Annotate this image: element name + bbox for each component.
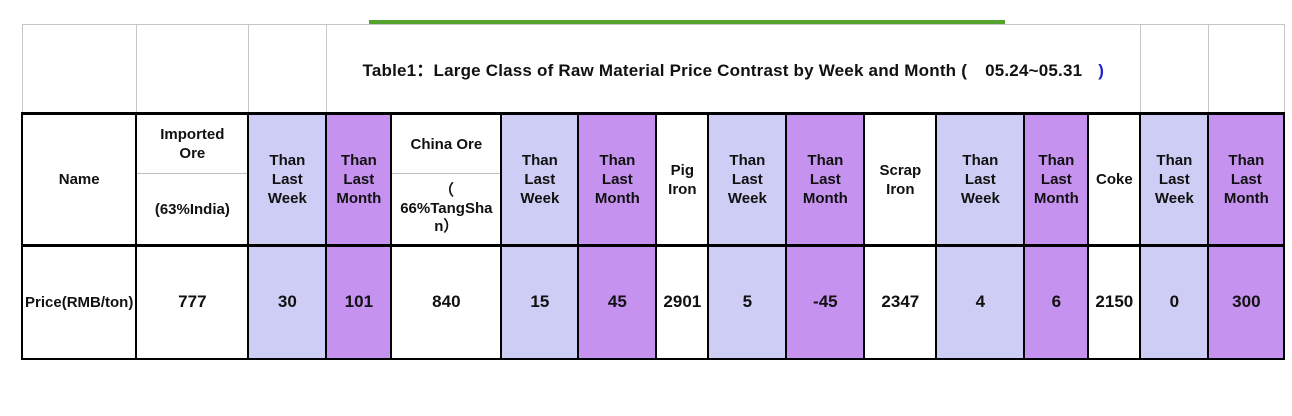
cell-scrap-iron-week-change[interactable]: 4 bbox=[935, 244, 1026, 360]
empty-cell[interactable] bbox=[247, 24, 327, 114]
empty-cell[interactable] bbox=[21, 24, 137, 114]
header-coke[interactable]: Coke bbox=[1087, 112, 1142, 247]
cell-pig-iron-price[interactable]: 2901 bbox=[655, 244, 710, 360]
header-china-ore-than-last-week[interactable]: Than Last Week bbox=[500, 112, 580, 247]
cell-scrap-iron-month-change[interactable]: 6 bbox=[1023, 244, 1090, 360]
cell-china-ore-month-change[interactable]: 45 bbox=[577, 244, 658, 360]
than-last-month-label: Than Last Month bbox=[802, 152, 848, 207]
header-imported-ore-spec[interactable]: (63%India) bbox=[135, 173, 250, 247]
table-title-text: Table1：Large Class of Raw Material Price… bbox=[362, 61, 968, 80]
header-pig-iron-than-last-month[interactable]: Than Last Month bbox=[785, 112, 866, 247]
cell-scrap-iron-price[interactable]: 2347 bbox=[863, 244, 938, 360]
cell-china-ore-price[interactable]: 840 bbox=[390, 244, 503, 360]
cell-coke-month-change[interactable]: 300 bbox=[1207, 244, 1286, 360]
header-scrap-iron-than-last-week[interactable]: Than Last Week bbox=[935, 112, 1026, 247]
header-china-ore-than-last-month[interactable]: Than Last Month bbox=[577, 112, 658, 247]
than-last-week-label: Than Last Week bbox=[1154, 152, 1194, 207]
cell-coke-price[interactable]: 2150 bbox=[1087, 244, 1142, 360]
header-pig-iron-than-last-week[interactable]: Than Last Week bbox=[707, 112, 788, 247]
title-row: Table1：Large Class of Raw Material Price… bbox=[21, 24, 1285, 114]
header-imported-ore-than-last-month[interactable]: Than Last Month bbox=[325, 112, 393, 247]
than-last-week-label: Than Last Week bbox=[727, 152, 767, 207]
than-last-month-label: Than Last Month bbox=[1223, 152, 1269, 207]
table-title-cell[interactable]: Table1：Large Class of Raw Material Price… bbox=[325, 24, 1141, 114]
than-last-month-label: Than Last Month bbox=[1033, 152, 1079, 207]
than-last-month-label: Than Last Month bbox=[594, 152, 640, 207]
cell-china-ore-week-change[interactable]: 15 bbox=[500, 244, 580, 360]
table-title-date-range: 05.24~05.31 bbox=[985, 61, 1083, 80]
header-scrap-iron[interactable]: Scrap Iron bbox=[863, 112, 938, 247]
header-imported-ore[interactable]: Imported Ore bbox=[135, 112, 250, 174]
header-coke-than-last-month[interactable]: Than Last Month bbox=[1207, 112, 1286, 247]
header-name[interactable]: Name bbox=[20, 112, 138, 247]
table-title-close-paren: ) bbox=[1098, 61, 1105, 80]
header-scrap-iron-than-last-month[interactable]: Than Last Month bbox=[1023, 112, 1090, 247]
than-last-month-label: Than Last Month bbox=[336, 152, 382, 207]
row-label-price[interactable]: Price(RMB/ton) bbox=[20, 244, 138, 360]
empty-cell[interactable] bbox=[135, 24, 249, 114]
header-row-top: Name Imported Ore Than Last Week Than La… bbox=[20, 112, 1286, 247]
empty-cell[interactable] bbox=[1207, 24, 1285, 114]
than-last-week-label: Than Last Week bbox=[520, 152, 560, 207]
header-china-ore[interactable]: China Ore bbox=[390, 112, 503, 174]
header-imported-ore-than-last-week[interactable]: Than Last Week bbox=[247, 112, 328, 247]
header-china-ore-spec[interactable]: （ 66%TangShan） bbox=[390, 173, 503, 247]
cell-coke-week-change[interactable]: 0 bbox=[1139, 244, 1210, 360]
cell-pig-iron-week-change[interactable]: 5 bbox=[707, 244, 788, 360]
cell-imported-ore-week-change[interactable]: 30 bbox=[247, 244, 328, 360]
green-underline-rule bbox=[369, 20, 1005, 24]
cell-imported-ore-month-change[interactable]: 101 bbox=[325, 244, 393, 360]
header-coke-than-last-week[interactable]: Than Last Week bbox=[1139, 112, 1210, 247]
than-last-week-label: Than Last Week bbox=[960, 152, 1000, 207]
cell-imported-ore-price[interactable]: 777 bbox=[135, 244, 250, 360]
header-row-bottom: (63%India) （ 66%TangShan） bbox=[22, 173, 1284, 247]
raw-material-price-table: Table1：Large Class of Raw Material Price… bbox=[20, 24, 1286, 360]
data-row: Price(RMB/ton) 777 30 101 840 15 45 2901… bbox=[20, 244, 1286, 360]
cell-pig-iron-month-change[interactable]: -45 bbox=[785, 244, 866, 360]
than-last-week-label: Than Last Week bbox=[267, 152, 307, 207]
header-pig-iron[interactable]: Pig Iron bbox=[655, 112, 710, 247]
empty-cell[interactable] bbox=[1139, 24, 1209, 114]
